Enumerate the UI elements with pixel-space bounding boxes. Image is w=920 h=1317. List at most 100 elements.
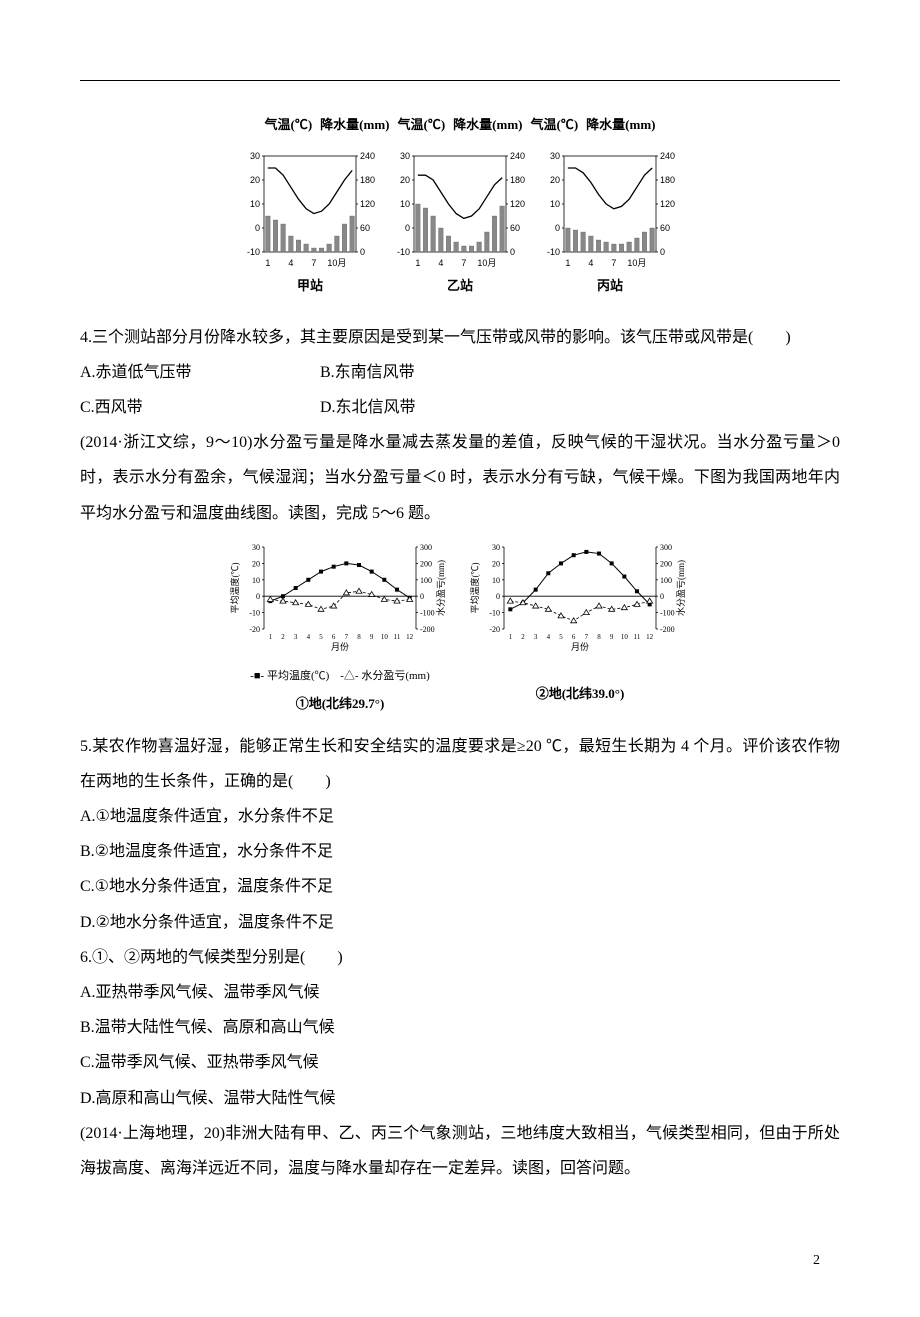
svg-text:平均温度(℃): 平均温度(℃) <box>230 562 240 613</box>
q6-optD: D.高原和高山气候、温带大陆性气候 <box>80 1081 840 1116</box>
svg-text:30: 30 <box>550 151 560 161</box>
svg-text:9: 9 <box>610 633 614 641</box>
svg-text:2: 2 <box>521 633 525 641</box>
svg-text:8: 8 <box>357 633 361 641</box>
svg-text:0: 0 <box>660 592 664 601</box>
dual-right-box: -20-100102030-200-1000100200300123456789… <box>470 541 690 719</box>
dual-left-box: -20-100102030-200-1000100200300123456789… <box>230 541 450 719</box>
dual-chart-row: -20-100102030-200-1000100200300123456789… <box>80 541 840 719</box>
q6-stem: 6.①、②两地的气候类型分别是( ) <box>80 940 840 975</box>
svg-text:-100: -100 <box>660 608 675 617</box>
svg-text:120: 120 <box>360 199 375 209</box>
svg-text:0: 0 <box>660 247 665 257</box>
svg-text:30: 30 <box>250 151 260 161</box>
svg-text:20: 20 <box>400 175 410 185</box>
svg-text:9: 9 <box>370 633 374 641</box>
svg-text:30: 30 <box>492 543 500 552</box>
climograph-axis-labels: 气温(℃) 降水量(mm) 气温(℃) 降水量(mm) 气温(℃) 降水量(mm… <box>80 111 840 140</box>
dual-left-caption: ①地(北纬29.7°) <box>230 690 450 719</box>
svg-text:60: 60 <box>360 223 370 233</box>
svg-text:12: 12 <box>406 633 414 641</box>
q5-optB: B.②地温度条件适宜，水分条件不足 <box>80 834 840 869</box>
svg-text:3: 3 <box>294 633 298 641</box>
svg-text:1: 1 <box>265 258 270 268</box>
svg-text:4: 4 <box>438 258 443 268</box>
svg-text:-10: -10 <box>547 247 560 257</box>
svg-text:1: 1 <box>509 633 513 641</box>
svg-text:0: 0 <box>420 592 424 601</box>
svg-text:平均温度(℃): 平均温度(℃) <box>470 562 480 613</box>
q6-optB: B.温带大陆性气候、高原和高山气候 <box>80 1010 840 1045</box>
svg-text:0: 0 <box>496 592 500 601</box>
q5-optA: A.①地温度条件适宜，水分条件不足 <box>80 799 840 834</box>
svg-text:-100: -100 <box>420 608 435 617</box>
svg-text:10: 10 <box>252 576 260 585</box>
svg-text:-200: -200 <box>660 625 675 634</box>
q5-optD: D.②地水分条件适宜，温度条件不足 <box>80 905 840 940</box>
svg-text:5: 5 <box>319 633 323 641</box>
svg-text:0: 0 <box>255 223 260 233</box>
svg-text:11: 11 <box>634 633 641 641</box>
q4-row1: A.赤道低气压带 B.东南信风带 <box>80 355 840 390</box>
svg-text:100: 100 <box>660 576 672 585</box>
svg-text:10: 10 <box>492 576 500 585</box>
axis-precip-2: 降水量(mm) <box>453 111 522 140</box>
svg-text:月份: 月份 <box>571 641 589 651</box>
legend-text: -■- 平均温度(℃) -△- 水分盈亏(mm) <box>230 664 450 688</box>
axis-precip-1: 降水量(mm) <box>320 111 389 140</box>
svg-text:300: 300 <box>660 543 672 552</box>
q6-optC: C.温带季风气候、亚热带季风气候 <box>80 1045 840 1080</box>
svg-text:3: 3 <box>534 633 538 641</box>
svg-text:10月: 10月 <box>477 258 496 268</box>
svg-text:120: 120 <box>660 199 675 209</box>
q4-optB: B.东南信风带 <box>320 355 560 390</box>
svg-text:240: 240 <box>360 151 375 161</box>
intro56: (2014·浙江文综，9～10)水分盈亏量是降水量减去蒸发量的差值，反映气候的干… <box>80 425 840 531</box>
svg-text:20: 20 <box>550 175 560 185</box>
axis-temp-3: 气温(℃) <box>531 111 579 140</box>
svg-text:120: 120 <box>510 199 525 209</box>
svg-text:-20: -20 <box>489 625 500 634</box>
svg-text:水分盈亏(mm): 水分盈亏(mm) <box>435 560 446 616</box>
svg-text:240: 240 <box>510 151 525 161</box>
climograph-row: -10010203006012018024014710月 甲站 -1001020… <box>80 150 840 300</box>
svg-text:7: 7 <box>345 633 349 641</box>
axis-temp-1: 气温(℃) <box>265 111 313 140</box>
svg-text:1: 1 <box>565 258 570 268</box>
q5-optC: C.①地水分条件适宜，温度条件不足 <box>80 869 840 904</box>
axis-precip-3: 降水量(mm) <box>586 111 655 140</box>
svg-text:6: 6 <box>572 633 576 641</box>
svg-text:-10: -10 <box>489 608 500 617</box>
dual-right-caption: ②地(北纬39.0°) <box>470 680 690 709</box>
svg-text:10: 10 <box>381 633 389 641</box>
svg-text:200: 200 <box>660 559 672 568</box>
q6-optA: A.亚热带季风气候、温带季风气候 <box>80 975 840 1010</box>
svg-text:7: 7 <box>585 633 589 641</box>
q4-stem: 4.三个测站部分月份降水较多，其主要原因是受到某一气压带或风带的影响。该气压带或… <box>80 320 840 355</box>
caption-jia: 甲站 <box>240 272 380 301</box>
svg-text:-200: -200 <box>420 625 435 634</box>
svg-text:水分盈亏(mm): 水分盈亏(mm) <box>675 560 686 616</box>
svg-text:30: 30 <box>252 543 260 552</box>
q5-stem: 5.某农作物喜温好湿，能够正常生长和安全结实的温度要求是≥20 ℃，最短生长期为… <box>80 729 840 799</box>
q4-optA: A.赤道低气压带 <box>80 355 320 390</box>
svg-text:20: 20 <box>492 559 500 568</box>
svg-text:5: 5 <box>559 633 563 641</box>
svg-text:200: 200 <box>420 559 432 568</box>
svg-text:60: 60 <box>510 223 520 233</box>
svg-text:4: 4 <box>288 258 293 268</box>
svg-text:6: 6 <box>332 633 336 641</box>
svg-text:7: 7 <box>611 258 616 268</box>
svg-text:30: 30 <box>400 151 410 161</box>
svg-text:7: 7 <box>461 258 466 268</box>
svg-text:0: 0 <box>405 223 410 233</box>
svg-text:4: 4 <box>307 633 311 641</box>
caption-bing: 丙站 <box>540 272 680 301</box>
intro7: (2014·上海地理，20)非洲大陆有甲、乙、丙三个气象测站，三地纬度大致相当，… <box>80 1116 840 1186</box>
svg-text:180: 180 <box>510 175 525 185</box>
svg-text:1: 1 <box>415 258 420 268</box>
svg-text:20: 20 <box>250 175 260 185</box>
svg-text:0: 0 <box>256 592 260 601</box>
q4-optD: D.东北信风带 <box>320 390 560 425</box>
svg-text:10: 10 <box>250 199 260 209</box>
